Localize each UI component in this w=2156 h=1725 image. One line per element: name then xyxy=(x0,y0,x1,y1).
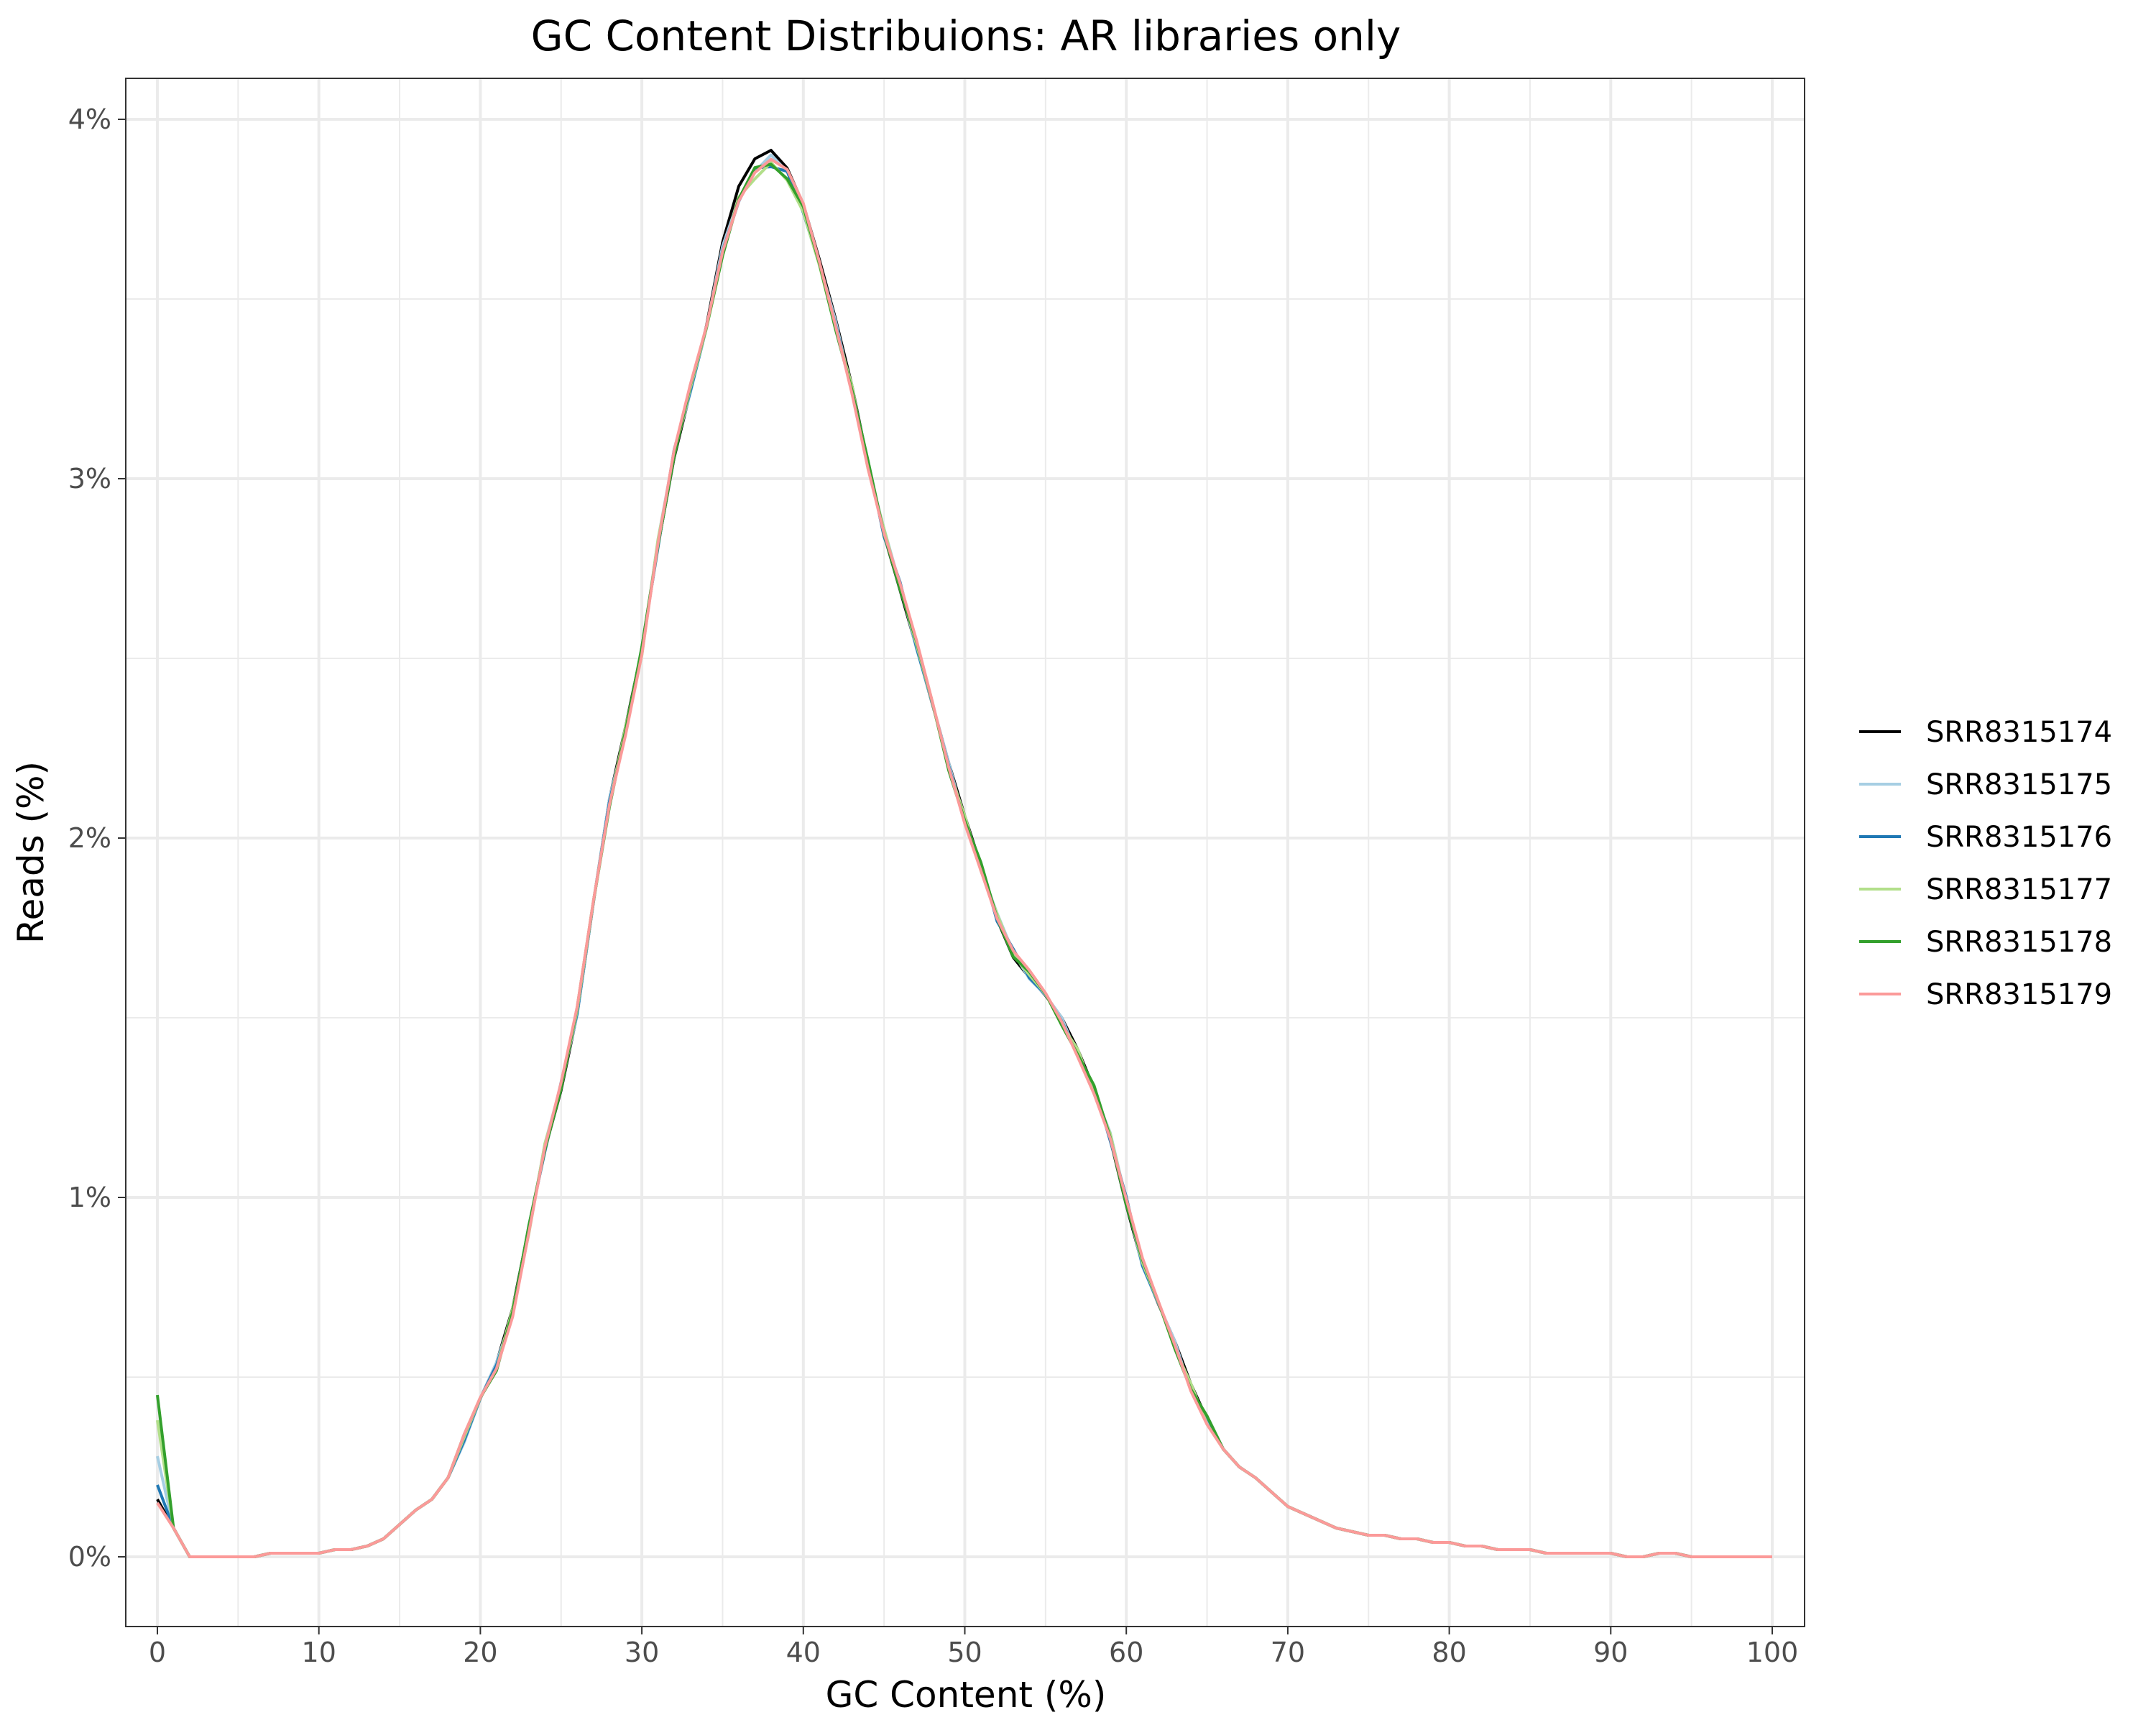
x-axis-ticks: 0 10 20 30 40 50 60 70 80 90 100 xyxy=(149,1627,1798,1668)
x-tick-label: 20 xyxy=(463,1637,497,1668)
y-axis-ticks: 0% 1% 2% 3% 4% xyxy=(68,104,126,1573)
grid-lines xyxy=(126,78,1805,1627)
chart-title: GC Content Distribuions: AR libraries on… xyxy=(531,12,1401,60)
y-tick-label: 3% xyxy=(68,463,111,494)
x-tick-label: 0 xyxy=(149,1637,166,1668)
legend-label-srr8315176: SRR8315176 xyxy=(1926,821,2112,854)
series-line-srr8315179 xyxy=(156,157,1772,1558)
x-axis-title: GC Content (%) xyxy=(826,1674,1107,1716)
x-tick-label: 40 xyxy=(786,1637,821,1668)
x-tick-label: 50 xyxy=(947,1637,982,1668)
y-tick-label: 0% xyxy=(68,1541,111,1573)
x-tick-label: 90 xyxy=(1593,1637,1628,1668)
legend-label-srr8315178: SRR8315178 xyxy=(1926,926,2112,959)
x-tick-label: 80 xyxy=(1432,1637,1466,1668)
series-lines xyxy=(156,149,1772,1558)
y-tick-label: 1% xyxy=(68,1182,111,1213)
x-tick-label: 30 xyxy=(625,1637,659,1668)
y-tick-label: 2% xyxy=(68,822,111,854)
y-axis-title: Reads (%) xyxy=(10,761,52,944)
x-tick-label: 60 xyxy=(1109,1637,1143,1668)
x-tick-label: 70 xyxy=(1271,1637,1305,1668)
x-tick-label: 10 xyxy=(302,1637,336,1668)
legend: SRR8315174 SRR8315175 SRR8315176 SRR8315177… xyxy=(1859,716,2112,1011)
y-tick-label: 4% xyxy=(68,104,111,135)
x-tick-label: 100 xyxy=(1746,1637,1799,1668)
legend-label-srr8315179: SRR8315179 xyxy=(1926,978,2112,1011)
legend-label-srr8315177: SRR8315177 xyxy=(1926,873,2112,906)
legend-label-srr8315174: SRR8315174 xyxy=(1926,716,2112,749)
legend-label-srr8315175: SRR8315175 xyxy=(1926,768,2112,801)
